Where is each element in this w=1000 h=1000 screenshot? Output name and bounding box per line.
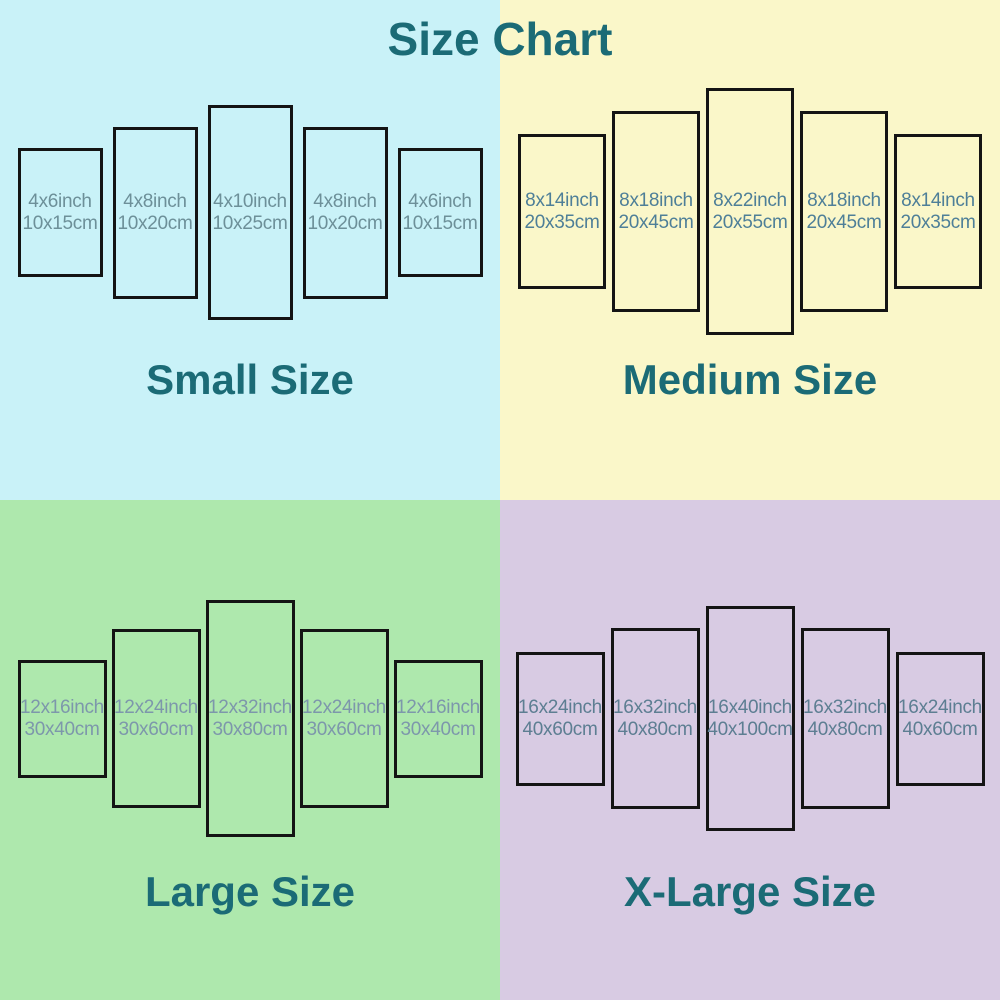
panel-x-large-1: 16x24inch 40x60cm: [515, 651, 605, 786]
quadrant-large-size: 12x16inch 30x40cm 12x24inch 30x60cm 12x32inc…: [0, 500, 500, 1000]
panel-size-cm: 20x35cm: [900, 211, 976, 233]
quadrant-medium-size: 8x14inch 20x35cm 8x18inch 20x45cm 8x22inch 20…: [500, 0, 1000, 500]
panel-size-cm: 10x15cm: [402, 212, 478, 234]
page-title: Size Chart: [387, 13, 613, 65]
panel-x-large-2: 16x32inch 40x80cm: [610, 628, 700, 809]
panel-size-inch: 4x6inch: [408, 190, 472, 212]
panel-size-inch: 12x24inch: [114, 696, 198, 718]
panel-medium-5: 8x14inch 20x35cm: [894, 134, 982, 289]
panel-large-1: 12x16inch 30x40cm: [17, 659, 107, 778]
panel-size-inch: 16x24inch: [898, 696, 982, 718]
panel-row-medium: 8x14inch 20x35cm 8x18inch 20x45cm 8x22inch 20…: [500, 88, 1000, 335]
panel-size-cm: 40x60cm: [522, 718, 598, 740]
panel-large-5: 12x16inch 30x40cm: [393, 659, 483, 778]
panel-size-inch: 12x24inch: [302, 696, 386, 718]
panel-medium-2: 8x18inch 20x45cm: [612, 111, 700, 312]
panel-size-cm: 30x60cm: [306, 718, 382, 740]
panel-size-cm: 40x100cm: [707, 718, 793, 740]
panel-x-large-3: 16x40inch 40x100cm: [705, 606, 795, 831]
panel-medium-1: 8x14inch 20x35cm: [518, 134, 606, 289]
panel-size-inch: 4x8inch: [313, 190, 377, 212]
panel-size-inch: 8x18inch: [619, 189, 693, 211]
panel-size-cm: 30x40cm: [400, 718, 476, 740]
panel-small-5: 4x6inch 10x15cm: [397, 148, 483, 277]
panel-size-inch: 4x6inch: [28, 190, 92, 212]
panel-row-small: 4x6inch 10x15cm 4x8inch 10x20cm 4x10inch 10x2…: [0, 105, 500, 320]
quadrant-label-small: Small Size: [146, 356, 354, 403]
panel-size-cm: 20x45cm: [806, 211, 882, 233]
panel-size-cm: 40x60cm: [902, 718, 978, 740]
panel-size-inch: 12x32inch: [208, 696, 292, 718]
quadrant-small-size: 4x6inch 10x15cm 4x8inch 10x20cm 4x10inch 10x2…: [0, 0, 500, 500]
panel-large-3: 12x32inch 30x80cm: [205, 600, 295, 837]
panel-size-cm: 20x45cm: [618, 211, 694, 233]
panel-medium-3: 8x22inch 20x55cm: [706, 88, 794, 335]
panel-medium-4: 8x18inch 20x45cm: [800, 111, 888, 312]
panel-size-cm: 20x35cm: [524, 211, 600, 233]
panel-size-cm: 10x25cm: [212, 212, 288, 234]
panel-row-large: 12x16inch 30x40cm 12x24inch 30x60cm 12x32inc…: [0, 600, 500, 837]
panel-size-inch: 16x40inch: [708, 696, 792, 718]
panel-small-3: 4x10inch 10x25cm: [207, 105, 293, 320]
panel-small-1: 4x6inch 10x15cm: [17, 148, 103, 277]
panel-x-large-5: 16x24inch 40x60cm: [895, 651, 985, 786]
panel-size-inch: 8x14inch: [525, 189, 599, 211]
panel-size-inch: 12x16inch: [396, 696, 480, 718]
panel-small-2: 4x8inch 10x20cm: [112, 126, 198, 299]
panel-size-inch: 16x32inch: [803, 696, 887, 718]
panel-row-x-large: 16x24inch 40x60cm 16x32inch 40x80cm 16x40inc…: [500, 606, 1000, 831]
panel-size-cm: 10x15cm: [22, 212, 98, 234]
panel-size-inch: 12x16inch: [20, 696, 104, 718]
panel-size-inch: 8x22inch: [713, 189, 787, 211]
panel-size-cm: 30x60cm: [118, 718, 194, 740]
panel-size-cm: 30x40cm: [24, 718, 100, 740]
panel-size-cm: 10x20cm: [117, 212, 193, 234]
panel-size-cm: 10x20cm: [307, 212, 383, 234]
panel-size-cm: 40x80cm: [617, 718, 693, 740]
panel-size-inch: 8x14inch: [901, 189, 975, 211]
panel-x-large-4: 16x32inch 40x80cm: [800, 628, 890, 809]
quadrant-label-x-large: X-Large Size: [623, 868, 877, 915]
panel-size-cm: 30x80cm: [212, 718, 288, 740]
quadrant-x-large-size: 16x24inch 40x60cm 16x32inch 40x80cm 16x40inc…: [500, 500, 1000, 1000]
panel-size-cm: 20x55cm: [712, 211, 788, 233]
quadrant-label-medium: Medium Size: [622, 356, 878, 403]
panel-size-inch: 4x10inch: [213, 190, 287, 212]
panel-large-2: 12x24inch 30x60cm: [111, 629, 201, 808]
panel-size-cm: 40x80cm: [807, 718, 883, 740]
panel-size-inch: 16x24inch: [518, 696, 602, 718]
quadrant-label-large: Large Size: [144, 868, 356, 915]
panel-size-inch: 16x32inch: [613, 696, 697, 718]
panel-size-inch: 8x18inch: [807, 189, 881, 211]
panel-size-inch: 4x8inch: [123, 190, 187, 212]
panel-small-4: 4x8inch 10x20cm: [302, 126, 388, 299]
panel-large-4: 12x24inch 30x60cm: [299, 629, 389, 808]
